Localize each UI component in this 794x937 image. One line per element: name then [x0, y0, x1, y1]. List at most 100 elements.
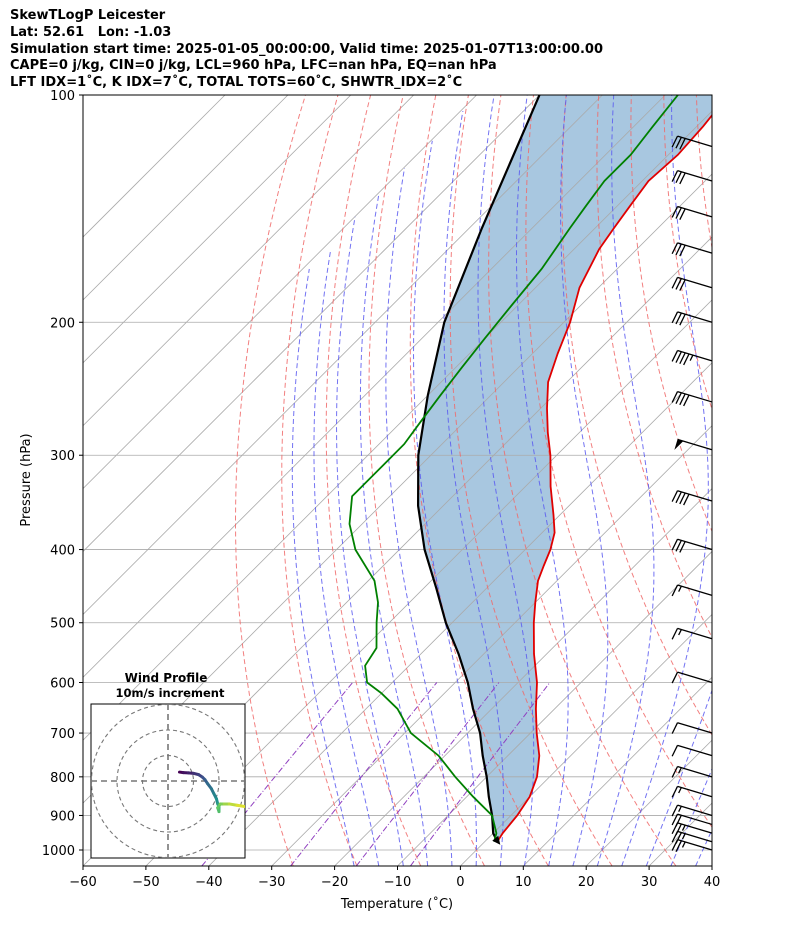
wind-barb-half-tick — [678, 767, 682, 774]
x-tick-label: −20 — [321, 875, 348, 890]
wind-barb-staff — [677, 627, 713, 640]
wind-barb-full-tick — [679, 352, 686, 365]
x-tick-label: −40 — [195, 875, 222, 890]
wind-barb-full-tick — [675, 278, 682, 290]
wind-barb-full-tick — [671, 584, 679, 597]
isotherm-line — [83, 95, 226, 238]
cape-cin-fill-layer — [418, 95, 712, 842]
hodograph-title: Wind Profile — [125, 671, 208, 685]
wind-barb-full-tick — [671, 745, 679, 757]
wind-barb-half-tick — [678, 805, 682, 813]
wind-barb-full-tick — [675, 814, 682, 827]
mixing-ratio-line — [409, 682, 551, 866]
wind-barb-staff — [677, 349, 713, 362]
wind-barb-staff — [677, 490, 713, 502]
isotherm-line — [334, 488, 712, 866]
y-tick-label: 400 — [50, 544, 75, 559]
wind-barb-full-tick — [679, 279, 686, 291]
isotherm-line — [83, 95, 603, 615]
moist-adiabat-line — [335, 216, 404, 866]
wind-barb-full-tick — [679, 244, 686, 257]
wind-barb-full-tick — [671, 242, 679, 255]
x-tick-label: −50 — [132, 875, 159, 890]
isotherm-line — [83, 95, 352, 364]
isotherm-line — [83, 95, 289, 301]
isotherm-line — [775, 95, 794, 866]
wind-barb-full-tick — [675, 392, 682, 404]
wind-barb-full-tick — [679, 541, 686, 553]
wind-barb-staff — [677, 765, 713, 778]
title-latlon: Lat: 52.61 Lon: -1.03 — [10, 24, 172, 40]
wind-barb-staff — [677, 311, 713, 323]
wind-barb-full-tick — [675, 823, 682, 836]
wind-barb-full-tick — [675, 351, 682, 363]
wind-barb-full-tick — [671, 311, 679, 324]
moist-adiabat-line — [359, 193, 429, 866]
wind-barb-staff — [677, 671, 713, 684]
x-tick-label: 40 — [704, 875, 721, 890]
wind-barb-full-tick — [683, 353, 690, 366]
moist-adiabat-line — [443, 110, 504, 866]
wind-barb-full-tick — [679, 138, 686, 150]
wind-barb-staff — [677, 170, 713, 182]
x-tick-label: −30 — [258, 875, 285, 890]
wind-barb-full-tick — [671, 671, 679, 684]
wind-barb-staff — [677, 390, 713, 403]
dry-adiabat-line — [235, 95, 306, 866]
parcel-start-marker — [492, 835, 501, 845]
isotherm-line — [145, 299, 712, 866]
isotherm-line — [83, 95, 540, 553]
wind-barb-full-tick — [671, 722, 679, 734]
wind-barb-half-tick — [678, 585, 682, 592]
mixing-ratio-line — [355, 682, 500, 866]
wind-barb-full-tick — [675, 171, 682, 184]
isotherm-line — [83, 95, 414, 427]
parcel-path-line — [416, 95, 541, 843]
wind-barb-staff — [677, 830, 713, 843]
x-tick-label: 30 — [641, 875, 658, 890]
moist-adiabat-line — [621, 95, 709, 866]
title-station: SkewTLogP Leicester — [10, 8, 166, 23]
wind-barb-full-tick — [675, 136, 682, 149]
wind-barb-full-tick — [675, 243, 682, 256]
moist-adiabat-line — [560, 95, 609, 866]
isotherm-line — [83, 95, 666, 678]
wind-barb-full-tick — [671, 391, 679, 403]
y-tick-label: 800 — [50, 771, 75, 786]
wind-barb-layer — [671, 135, 713, 853]
y-tick-label: 100 — [50, 89, 75, 104]
hodograph-trace-segment — [235, 803, 245, 808]
x-tick-label: 0 — [456, 875, 464, 890]
wind-barb-full-tick — [675, 832, 682, 844]
title-indices-cape: CAPE=0 j/kg, CIN=0 j/kg, LCL=960 hPa, LF… — [10, 58, 497, 74]
dry-adiabat-line — [561, 95, 712, 736]
x-tick-label: 20 — [578, 875, 595, 890]
wind-barb-full-tick — [671, 786, 679, 798]
dry-adiabat-line — [729, 95, 794, 866]
wind-barb-staff — [677, 822, 713, 834]
wind-barb-full-tick — [671, 766, 679, 778]
wind-barb-staff — [677, 785, 713, 798]
wind-barb-full-tick — [675, 840, 682, 853]
moist-adiabat-line — [291, 268, 355, 866]
adiabat-layer — [201, 95, 794, 866]
dry-adiabat-line — [368, 95, 485, 866]
wind-barb-full-tick — [679, 492, 686, 505]
isotherm-line — [208, 362, 712, 866]
wind-barb-full-tick — [675, 540, 682, 552]
y-axis-label: Pressure (hPa) — [19, 433, 34, 526]
dry-adiabat-line — [695, 95, 712, 251]
wind-barb-full-tick — [671, 206, 679, 218]
moist-adiabat-line — [596, 95, 655, 866]
y-tick-label: 1000 — [42, 844, 75, 859]
isotherm-line — [397, 550, 712, 866]
wind-barb-staff — [677, 242, 713, 254]
hodograph-plot — [91, 704, 245, 858]
dewpoint-line — [348, 95, 679, 842]
wind-barb-staff — [677, 205, 713, 218]
x-tick-label: −10 — [384, 875, 411, 890]
isotherm-line — [83, 95, 477, 490]
wind-barb-full-tick — [675, 312, 682, 325]
wind-barb-full-tick — [671, 628, 679, 640]
